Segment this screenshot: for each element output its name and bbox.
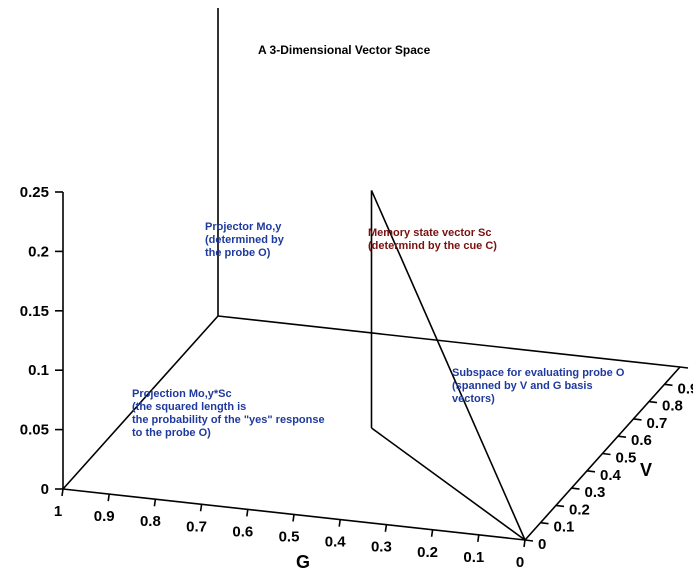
floor-back-edge — [217, 315, 681, 368]
g-tick-mark — [61, 488, 64, 497]
v-tick-label: 0.1 — [554, 519, 575, 536]
v-tick-label: 0.2 — [569, 501, 590, 518]
y-axis-ticks: 00.10.20.30.40.50.60.70.80.91 — [524, 366, 693, 553]
z-tick-label: 0.05 — [20, 422, 49, 439]
floor-back-left-edge — [62, 315, 219, 490]
z-tick-label: 0 — [41, 481, 49, 498]
v-tick-label: 0.5 — [616, 450, 637, 467]
g-tick-mark — [523, 539, 526, 548]
z-tick-label: 0.15 — [20, 303, 49, 320]
g-tick-mark — [338, 519, 341, 527]
annotation-line: the probability of the "yes" response — [132, 414, 325, 426]
z-axis-ticks: 0 0.05 0.1 0.15 0.2 0.25 — [20, 184, 63, 498]
x-axis-ticks: 1 0.9 0.8 0.7 0.6 0.5 0.4 0.3 0.2 0.1 0 — [54, 488, 526, 571]
plot-lines — [62, 8, 681, 541]
annotation-memory-state: Memory state vector Sc(determind by the … — [368, 227, 497, 252]
g-tick-label: 0.7 — [186, 518, 207, 535]
v-tick-label: 0.4 — [600, 467, 622, 484]
chart-title: A 3-Dimensional Vector Space — [258, 43, 431, 57]
annotation-line: (determined by — [205, 234, 285, 246]
annotation-line: vectors) — [452, 393, 495, 405]
annotation-line: Projection Mo,y*Sc — [132, 388, 232, 400]
g-tick-label: 0.1 — [463, 549, 484, 566]
v-tick-label: 0.3 — [585, 484, 606, 501]
g-tick-label: 0.3 — [371, 539, 392, 556]
v-tick-label: 0.7 — [647, 415, 668, 432]
z-tick-label: 0.2 — [28, 243, 49, 260]
v-tick-mark — [555, 504, 565, 508]
g-tick-label: 0.5 — [279, 529, 300, 546]
annotation-line: Subspace for evaluating probe O — [452, 367, 625, 379]
annotation-line: the probe O) — [205, 247, 271, 259]
g-tick-label: 0 — [516, 554, 524, 571]
projection-vector — [371, 427, 526, 541]
annotation-line: (determind by the cue C) — [368, 240, 497, 252]
g-tick-mark — [153, 499, 157, 507]
annotation-line: to the probe O) — [132, 427, 211, 439]
v-tick-mark — [571, 487, 580, 490]
annotation-line: (spanned by V and G basis — [452, 380, 593, 392]
annotation-line: Memory state vector Sc — [368, 227, 492, 239]
g-tick-mark — [107, 493, 110, 502]
g-tick-mark — [246, 509, 249, 517]
z-tick-label: 0.25 — [20, 184, 49, 201]
annotation-subspace: Subspace for evaluating probe O(spanned … — [452, 367, 625, 405]
g-tick-mark — [292, 514, 295, 522]
g-tick-label: 1 — [54, 503, 62, 520]
annotation-line: (the squared length is — [132, 401, 246, 413]
g-tick-label: 0.6 — [232, 523, 253, 540]
annotation-projection: Projection Mo,y*Sc(the squared length is… — [132, 388, 325, 439]
v-tick-mark — [586, 470, 596, 473]
v-tick-mark — [602, 452, 611, 456]
v-tick-mark — [633, 418, 642, 421]
g-tick-label: 0.9 — [94, 508, 115, 525]
v-tick-label: 0.6 — [631, 432, 652, 449]
v-tick-mark — [540, 521, 549, 525]
z-tick-label: 0.1 — [28, 362, 49, 379]
g-tick-label: 0.2 — [417, 544, 438, 561]
g-tick-label: 0.4 — [325, 534, 347, 551]
memory-state-vector — [370, 190, 526, 541]
g-tick-mark — [199, 504, 203, 512]
g-tick-mark — [384, 524, 388, 532]
v-tick-mark — [664, 383, 673, 387]
g-tick-mark — [430, 529, 434, 537]
annotation-line: Projector Mo,y — [205, 221, 282, 233]
g-tick-label: 0.8 — [140, 513, 161, 530]
v-tick-label: 0 — [538, 536, 546, 553]
v-tick-label: 0.8 — [662, 398, 683, 415]
v-tick-label: 0.9 — [678, 380, 693, 397]
x-axis-label: G — [296, 552, 310, 572]
v-tick-mark — [679, 366, 689, 369]
v-tick-mark — [617, 435, 627, 438]
y-axis-label: V — [640, 460, 652, 480]
v-tick-mark — [648, 400, 658, 404]
g-tick-mark — [477, 534, 480, 543]
v-tick-mark — [524, 539, 534, 542]
